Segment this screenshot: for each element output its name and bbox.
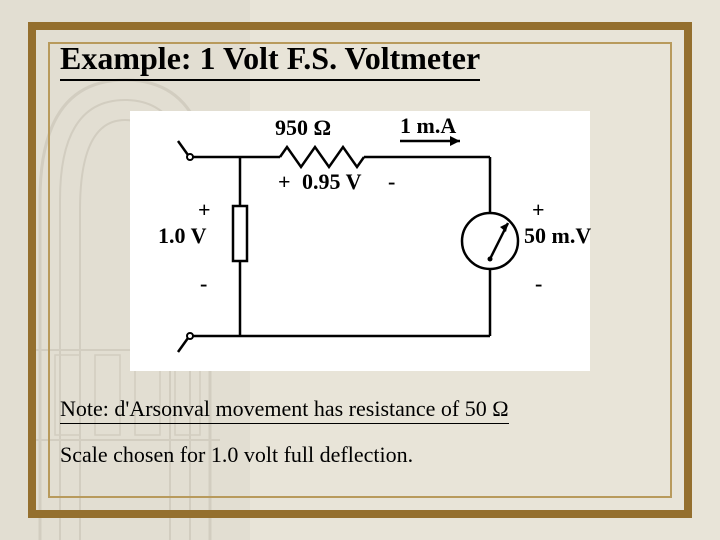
meter-value: 50 m.V bbox=[524, 223, 591, 249]
resistor-v-val: 0.95 V bbox=[302, 169, 362, 195]
resistor-v-minus: - bbox=[388, 169, 395, 195]
source-minus: - bbox=[200, 271, 207, 297]
slide-title: Example: 1 Volt F.S. Voltmeter bbox=[60, 40, 480, 81]
resistor-label: 950 Ω bbox=[275, 115, 331, 141]
source-value: 1.0 V bbox=[158, 223, 207, 249]
circuit-diagram: 950 Ω 1 m.A + 0.95 V - + 1.0 V - + 50 m.… bbox=[130, 111, 590, 371]
meter-plus: + bbox=[532, 197, 545, 223]
source-plus: + bbox=[198, 197, 211, 223]
scale-text: Scale chosen for 1.0 volt full deflectio… bbox=[60, 442, 660, 468]
current-label: 1 m.A bbox=[400, 113, 456, 139]
meter-minus: - bbox=[535, 271, 542, 297]
resistor-v-plus: + bbox=[278, 169, 291, 195]
slide-content: Example: 1 Volt F.S. Voltmeter bbox=[60, 40, 660, 468]
note-text: Note: d'Arsonval movement has resistance… bbox=[60, 396, 509, 424]
